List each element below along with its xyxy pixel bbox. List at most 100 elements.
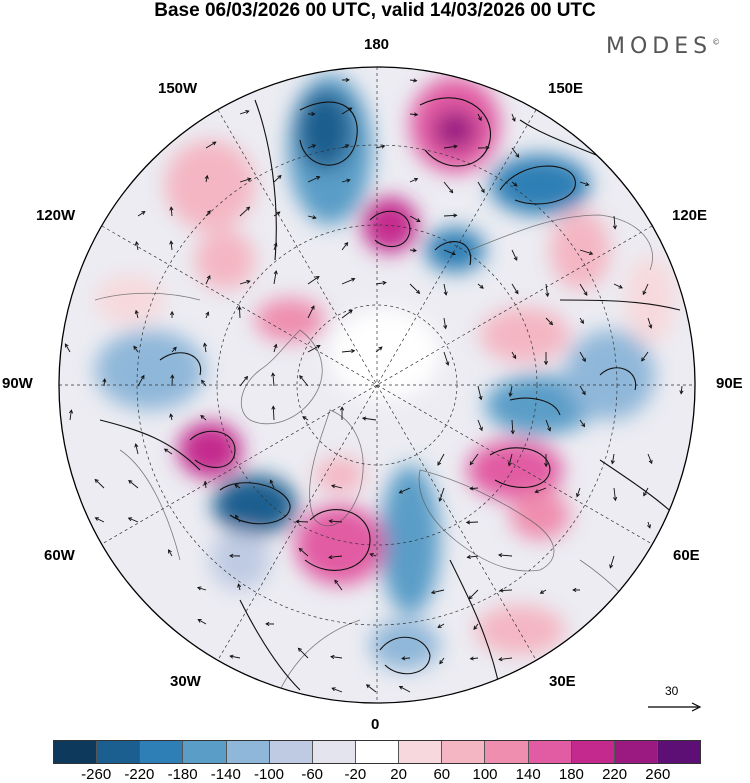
wind-vector-head: [453, 213, 458, 218]
wind-vector-head: [298, 547, 303, 552]
colorbar-tick-label: -180: [167, 766, 198, 783]
positive-anomaly: [480, 307, 570, 363]
wind-vector-head: [439, 660, 444, 665]
wind-vector: [307, 176, 320, 183]
wind-vector: [443, 351, 449, 366]
wind-vector: [235, 515, 241, 523]
positive-anomaly: [510, 490, 570, 540]
reference-vector-value: 30: [665, 684, 679, 698]
wind-vector-head: [478, 426, 483, 432]
wind-vector-head: [351, 277, 356, 282]
wind-vector: [230, 655, 241, 659]
lon-label-0: 0: [371, 716, 380, 733]
wind-vector-head: [271, 405, 276, 410]
wind-vector-head: [513, 256, 518, 261]
wind-vector: [331, 485, 343, 489]
wind-vector-head: [311, 144, 317, 149]
negative-anomaly: [95, 330, 205, 410]
lon-label-60e: 60E: [673, 547, 700, 564]
wind-vector-head: [416, 289, 421, 294]
colorbar-swatch: [96, 741, 140, 763]
wind-vector: [307, 276, 320, 285]
positive-anomaly: [195, 230, 255, 290]
wind-vector: [171, 347, 177, 353]
wind-vector-head: [172, 346, 177, 351]
wind-vector: [205, 210, 211, 217]
colorbar-swatch: [484, 741, 528, 763]
wind-vector-head: [348, 309, 353, 314]
wind-vector: [341, 242, 348, 251]
streamlines: [99, 97, 681, 691]
wind-vector-head: [276, 211, 281, 216]
negative-anomaly: [210, 530, 270, 590]
colorbar-tick-label: 60: [433, 766, 451, 783]
wind-vector: [443, 317, 447, 329]
wind-vector: [298, 548, 309, 557]
wind-vector: [205, 275, 211, 285]
wind-vector-head: [169, 413, 174, 418]
wind-vector: [477, 283, 484, 289]
positive-anomaly: [362, 197, 418, 253]
wind-vector: [330, 656, 343, 659]
wind-vector: [370, 553, 377, 557]
wind-vector: [647, 453, 653, 464]
wind-vector-head: [449, 189, 454, 194]
wind-vector: [611, 453, 615, 464]
wind-vector-head: [328, 555, 333, 560]
wind-vector: [205, 175, 208, 183]
wind-vector: [273, 175, 282, 183]
wind-vector-head: [583, 291, 588, 296]
wind-vector: [613, 215, 616, 229]
wind-vector: [443, 145, 458, 149]
lon-label-120w: 120W: [36, 207, 76, 224]
wind-vector: [579, 385, 586, 395]
wind-vector: [204, 343, 207, 353]
colorbar-tick-label: -220: [124, 766, 155, 783]
wind-vector: [579, 351, 586, 362]
wind-vector-head: [140, 374, 145, 380]
wind-vector: [409, 113, 418, 116]
negative-anomaly: [370, 620, 440, 670]
wind-vector-head: [245, 109, 250, 114]
wind-vector-head: [127, 517, 133, 522]
wind-vector: [296, 520, 309, 523]
wind-vector: [137, 375, 145, 387]
wind-vector: [164, 448, 173, 455]
wind-vector: [500, 589, 513, 592]
wind-vector: [329, 520, 343, 523]
wind-vector-head: [437, 461, 442, 466]
wind-vector: [643, 487, 649, 496]
wind-vector-head: [466, 554, 471, 559]
wind-vector: [205, 312, 209, 319]
wind-vector-head: [642, 290, 647, 296]
wind-vector: [328, 555, 343, 558]
wind-vector-head: [497, 553, 503, 558]
wind-vector: [477, 419, 483, 431]
wind-vector-head: [212, 141, 217, 146]
wind-vector-head: [445, 361, 450, 366]
colorbar-swatch: [613, 741, 657, 763]
wind-vector-head: [245, 206, 251, 211]
wind-vector: [201, 380, 207, 387]
wind-vector: [443, 214, 457, 217]
colorbar-tick-label: 220: [602, 766, 628, 783]
wind-vector: [128, 480, 139, 489]
wind-vector-head: [170, 374, 175, 379]
colorbar-swatch: [527, 741, 571, 763]
wind-vector: [341, 278, 355, 285]
pole-region: [330, 310, 440, 400]
wind-vector-head: [277, 174, 282, 179]
wind-vector-head: [237, 305, 242, 311]
wind-vector: [439, 657, 445, 664]
wind-vector-head: [580, 319, 584, 324]
wind-vector: [511, 113, 516, 122]
positive-anomaly: [625, 255, 675, 345]
wind-vector: [431, 589, 445, 594]
wind-vector: [498, 554, 513, 557]
colorbar-swatch: [311, 741, 355, 763]
colorbar-tick-label: -60: [301, 766, 324, 783]
wind-vector-head: [648, 324, 653, 329]
wind-vector-head: [345, 77, 350, 83]
wind-vector-head: [401, 656, 406, 661]
wind-vector: [443, 181, 453, 193]
